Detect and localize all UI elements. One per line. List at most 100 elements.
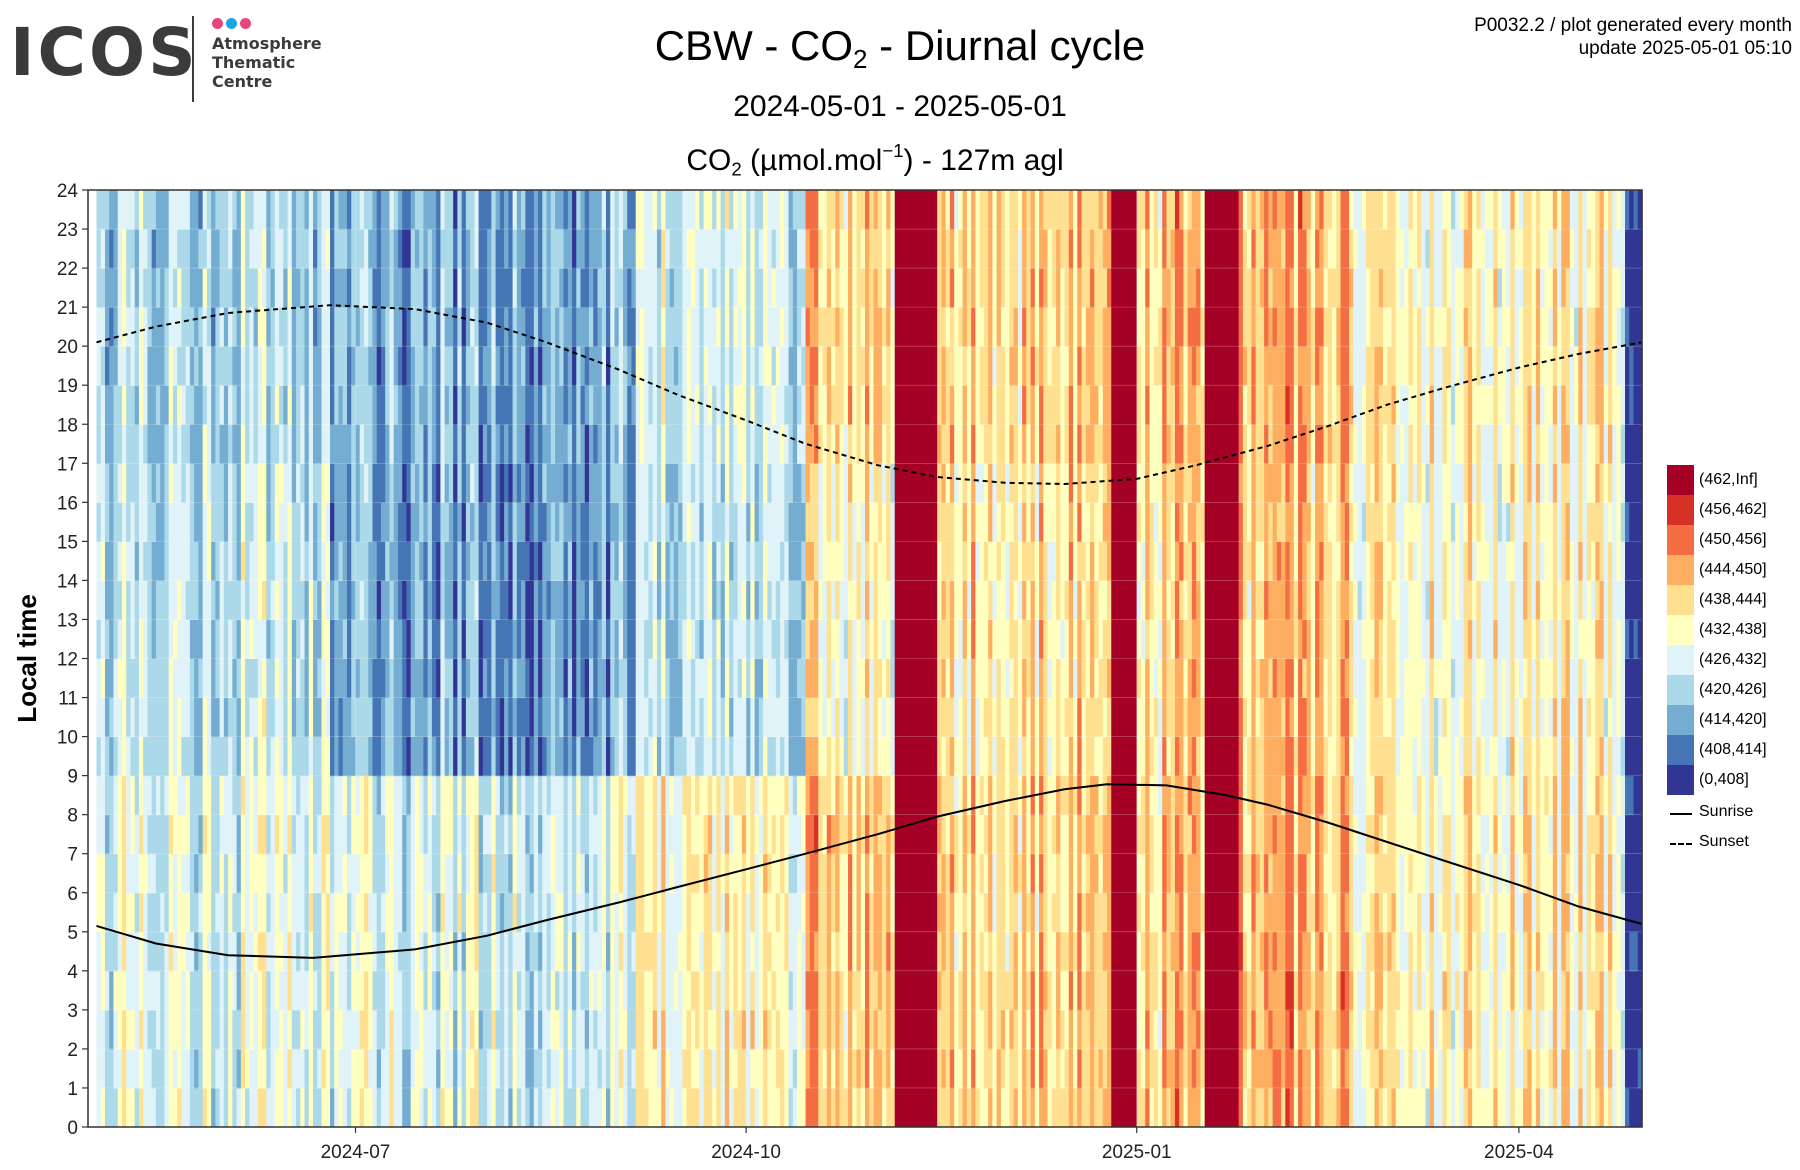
heatmap-cell <box>104 190 110 230</box>
heatmap-cell <box>355 1009 361 1050</box>
heatmap-cell <box>911 775 917 816</box>
heatmap-cell <box>559 1009 565 1050</box>
heatmap-cell <box>707 541 713 581</box>
heatmap-cell <box>113 1048 119 1089</box>
heatmap-cell <box>296 775 301 816</box>
heatmap-cell <box>347 541 352 581</box>
heatmap-cell <box>223 580 229 620</box>
heatmap-cell <box>712 502 717 542</box>
heatmap-cell <box>801 385 807 425</box>
heatmap-cell <box>393 268 399 308</box>
heatmap-cell <box>665 892 671 933</box>
heatmap-cell <box>160 190 166 230</box>
heatmap-cell <box>661 931 667 972</box>
heatmap-cell <box>877 1087 883 1128</box>
heatmap-cell <box>397 502 403 542</box>
heatmap-cell <box>712 736 717 777</box>
heatmap-cell <box>648 502 654 542</box>
heatmap-cell <box>958 385 964 425</box>
heatmap-cell <box>860 619 866 659</box>
heatmap-cell <box>321 346 327 386</box>
heatmap-cell <box>461 775 467 816</box>
heatmap-cell <box>937 580 943 620</box>
heatmap-cell <box>257 619 263 659</box>
heatmap-cell <box>334 970 340 1011</box>
heatmap-cell <box>966 736 972 777</box>
heatmap-cell <box>427 775 433 816</box>
heatmap-cell <box>529 1048 535 1089</box>
heatmap-cell <box>682 814 688 855</box>
heatmap-cell <box>151 892 157 933</box>
heatmap-cell <box>215 892 221 933</box>
heatmap-cell <box>461 931 467 972</box>
heatmap-cell <box>376 970 382 1011</box>
heatmap-cell <box>835 190 841 230</box>
heatmap-cell <box>572 1048 577 1089</box>
heatmap-cell <box>402 697 408 738</box>
heatmap-cell <box>427 1009 433 1050</box>
heatmap-cell <box>915 892 921 933</box>
heatmap-cell <box>372 970 378 1011</box>
heatmap-cell <box>559 1048 565 1089</box>
heatmap-cell <box>538 268 543 308</box>
heatmap-cell <box>767 1048 773 1089</box>
heatmap-cell <box>631 502 637 542</box>
heatmap-cell <box>155 1087 161 1128</box>
heatmap-cell <box>172 346 178 386</box>
heatmap-cell <box>181 931 187 972</box>
heatmap-cell <box>296 1009 301 1050</box>
heatmap-cell <box>822 424 828 464</box>
heatmap-cell <box>848 619 853 659</box>
heatmap-cell <box>189 658 195 699</box>
heatmap-cell <box>869 541 875 581</box>
heatmap-cell <box>826 892 832 933</box>
heatmap-cell <box>491 892 497 933</box>
heatmap-cell <box>274 385 280 425</box>
heatmap-cell <box>232 1087 238 1128</box>
heatmap-cell <box>945 580 951 620</box>
heatmap-cell <box>614 1048 620 1089</box>
heatmap-cell <box>274 1048 280 1089</box>
heatmap-cell <box>907 307 913 347</box>
heatmap-cell <box>245 307 250 347</box>
heatmap-cell <box>631 775 637 816</box>
heatmap-cell <box>597 268 603 308</box>
heatmap-cell <box>898 307 904 347</box>
heatmap-cell <box>406 931 412 972</box>
heatmap-cell <box>283 619 289 659</box>
heatmap-cell <box>920 346 926 386</box>
heatmap-cell <box>427 970 433 1011</box>
heatmap-cell <box>189 697 195 738</box>
heatmap-cell <box>682 346 688 386</box>
heatmap-cell <box>121 541 127 581</box>
heatmap-cell <box>754 892 760 933</box>
heatmap-cell <box>117 658 123 699</box>
heatmap-cell <box>521 1087 526 1128</box>
heatmap-cell <box>678 619 684 659</box>
heatmap-cell <box>512 658 518 699</box>
heatmap-cell <box>121 502 127 542</box>
heatmap-cell <box>546 541 552 581</box>
heatmap-cell <box>325 658 331 699</box>
heatmap-cell <box>644 424 650 464</box>
heatmap-cell <box>881 229 887 269</box>
heatmap-cell <box>202 892 208 933</box>
heatmap-cell <box>593 268 599 308</box>
heatmap-cell <box>690 346 696 386</box>
heatmap-cell <box>593 541 599 581</box>
heatmap-cell <box>669 229 675 269</box>
heatmap-cell <box>601 502 607 542</box>
heatmap-cell <box>538 658 543 699</box>
heatmap-cell <box>138 892 144 933</box>
heatmap-cell <box>223 931 229 972</box>
heatmap-cell <box>317 892 323 933</box>
heatmap-cell <box>546 307 552 347</box>
heatmap-cell <box>423 970 429 1011</box>
heatmap-cell <box>805 502 811 542</box>
heatmap-cell <box>720 775 726 816</box>
heatmap-cell <box>181 970 187 1011</box>
heatmap-cell <box>521 970 526 1011</box>
heatmap-cell <box>559 346 565 386</box>
heatmap-cell <box>406 580 412 620</box>
heatmap-cell <box>249 190 255 230</box>
